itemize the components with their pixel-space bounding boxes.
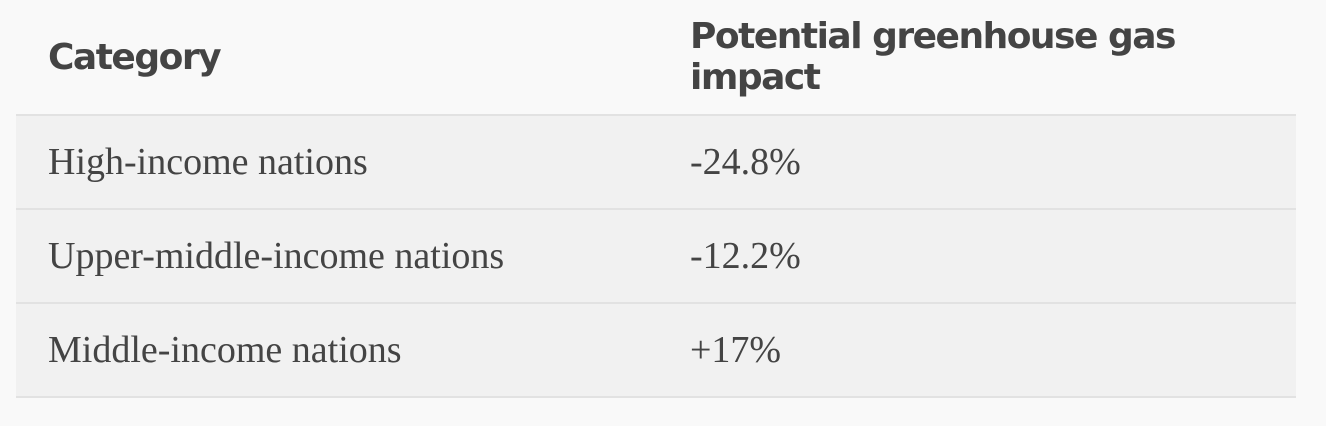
table-cell: Upper-middle-income nations: [16, 209, 658, 304]
table: Category Potential greenhouse gas impact…: [16, 0, 1296, 398]
table-row: Middle-income nations +17%: [16, 303, 1296, 398]
table-cell: +17%: [658, 303, 1296, 398]
table-cell: Middle-income nations: [16, 303, 658, 398]
table-wrap: Category Potential greenhouse gas impact…: [16, 0, 1296, 398]
table-cell: -24.8%: [658, 115, 1296, 210]
header-row: Category Potential greenhouse gas impact: [16, 0, 1296, 116]
table-body: High-income nations -24.8% Upper-middle-in…: [16, 115, 1296, 398]
table-row: High-income nations -24.8%: [16, 115, 1296, 210]
header-cell: Category: [16, 0, 658, 116]
table-row: Upper-middle-income nations -12.2%: [16, 209, 1296, 304]
header-cell: Potential greenhouse gas impact: [658, 0, 1296, 116]
table-cell: -12.2%: [658, 209, 1296, 304]
table-cell: High-income nations: [16, 115, 658, 210]
